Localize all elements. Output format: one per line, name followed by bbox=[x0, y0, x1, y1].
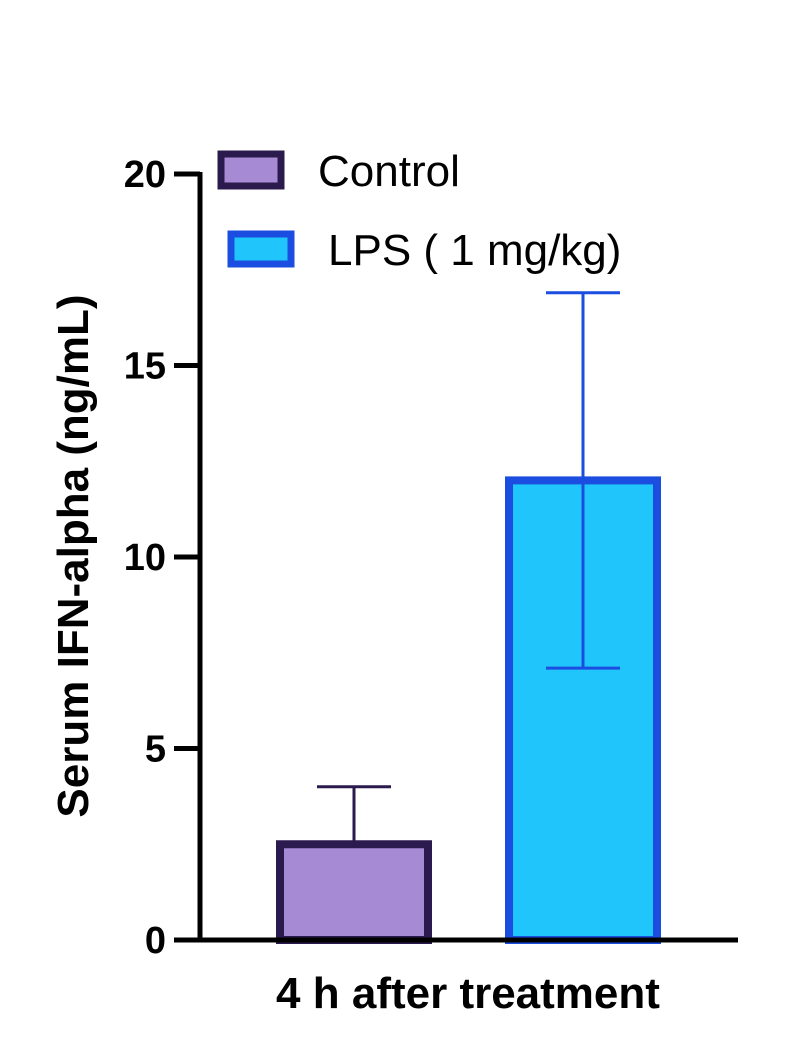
y-tick-label: 15 bbox=[124, 346, 166, 388]
axes: 0 5 10 15 20 bbox=[124, 154, 738, 962]
x-axis-label: 4 h after treatment bbox=[276, 969, 660, 1018]
legend: Control LPS ( 1 mg/kg) bbox=[217, 147, 621, 275]
legend-label: LPS ( 1 mg/kg) bbox=[328, 226, 621, 275]
error-bars bbox=[317, 291, 620, 845]
y-tick-label: 0 bbox=[145, 920, 166, 962]
bars bbox=[276, 476, 661, 944]
y-tick-label: 10 bbox=[124, 537, 166, 579]
bar bbox=[276, 840, 432, 944]
legend-label: Control bbox=[318, 147, 460, 196]
legend-swatch bbox=[217, 150, 285, 190]
y-tick-label: 5 bbox=[145, 729, 166, 771]
y-axis-label: Serum IFN-alpha (ng/mL) bbox=[49, 294, 98, 817]
y-tick-label: 20 bbox=[124, 154, 166, 196]
legend-swatch bbox=[227, 230, 295, 268]
